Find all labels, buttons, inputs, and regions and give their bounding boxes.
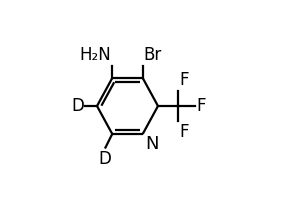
Text: D: D	[98, 150, 111, 168]
Text: D: D	[71, 97, 84, 115]
Text: F: F	[179, 71, 189, 89]
Text: F: F	[196, 97, 206, 115]
Text: F: F	[179, 123, 189, 141]
Text: N: N	[145, 135, 158, 153]
Text: Br: Br	[144, 46, 162, 64]
Text: H₂N: H₂N	[80, 46, 111, 64]
